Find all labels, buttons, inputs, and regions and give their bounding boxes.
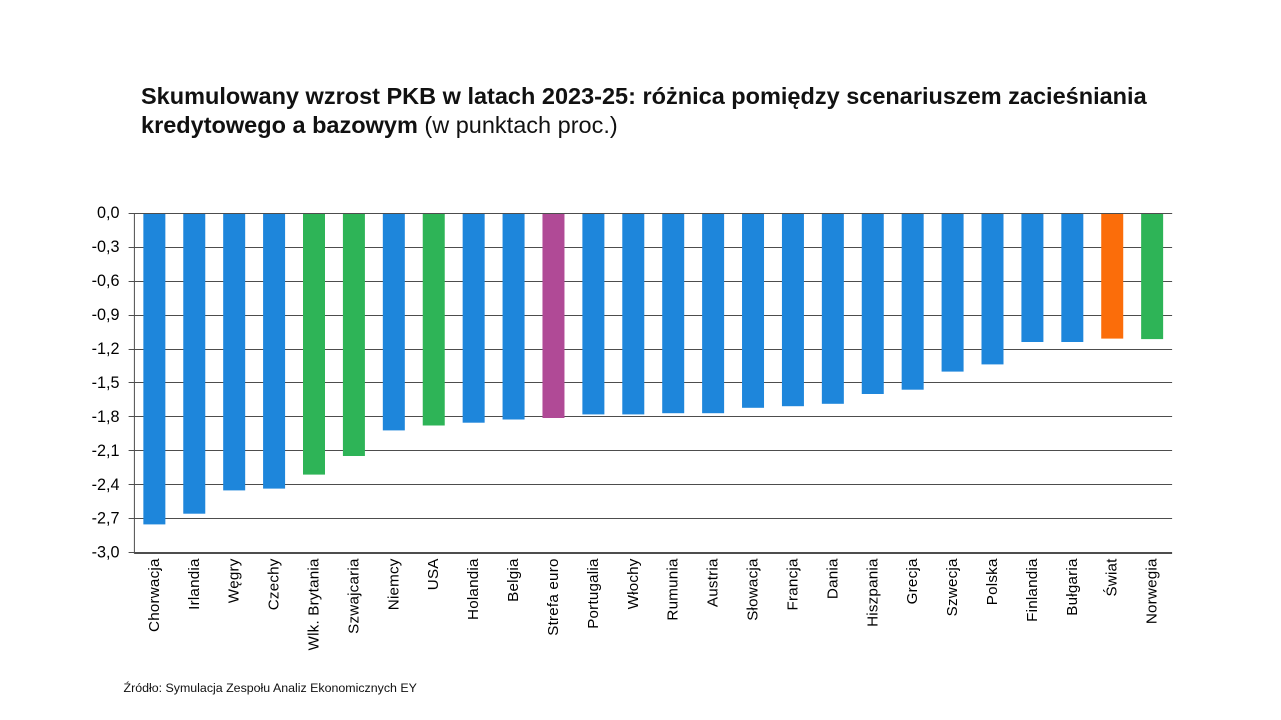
svg-text:-2,4: -2,4 <box>92 476 120 494</box>
svg-text:Portugalia: Portugalia <box>585 558 602 629</box>
svg-text:Dania: Dania <box>824 558 841 599</box>
svg-text:Bułgaria: Bułgaria <box>1064 558 1081 616</box>
svg-text:Włochy: Włochy <box>625 558 642 609</box>
svg-text:-0,6: -0,6 <box>92 272 120 290</box>
svg-text:Szwecja: Szwecja <box>944 558 961 616</box>
svg-text:Hiszpania: Hiszpania <box>864 558 881 627</box>
svg-text:USA: USA <box>425 558 442 590</box>
svg-text:Finlandia: Finlandia <box>1024 558 1041 622</box>
svg-text:Grecja: Grecja <box>904 558 921 604</box>
svg-text:Norwegia: Norwegia <box>1144 558 1161 624</box>
svg-text:-3,0: -3,0 <box>92 544 120 562</box>
svg-text:Czechy: Czechy <box>266 558 283 610</box>
svg-text:Irlandia: Irlandia <box>186 558 203 610</box>
svg-text:Polska: Polska <box>984 558 1001 605</box>
svg-text:Belgia: Belgia <box>505 558 522 602</box>
svg-text:-2,7: -2,7 <box>92 510 120 528</box>
svg-text:Niemcy: Niemcy <box>385 558 402 610</box>
svg-text:Austria: Austria <box>705 558 722 607</box>
svg-text:-0,9: -0,9 <box>92 306 120 324</box>
svg-text:Francja: Francja <box>784 558 801 610</box>
svg-text:Świat: Świat <box>1103 558 1121 597</box>
svg-text:Chorwacja: Chorwacja <box>146 558 163 632</box>
svg-text:Holandia: Holandia <box>465 558 482 620</box>
svg-text:Węgry: Węgry <box>226 558 243 603</box>
svg-text:-1,2: -1,2 <box>92 340 120 358</box>
svg-text:-0,3: -0,3 <box>92 238 120 256</box>
svg-text:-2,1: -2,1 <box>92 442 120 460</box>
svg-text:-1,5: -1,5 <box>92 374 120 392</box>
svg-text:Strefa euro: Strefa euro <box>545 558 562 635</box>
svg-text:Słowacja: Słowacja <box>745 558 762 621</box>
svg-text:Szwajcaria: Szwajcaria <box>345 558 362 634</box>
svg-text:-1,8: -1,8 <box>92 408 120 426</box>
svg-text:Rumunia: Rumunia <box>665 558 682 621</box>
svg-text:0,0: 0,0 <box>97 204 120 222</box>
svg-text:Wlk. Brytania: Wlk. Brytania <box>306 558 323 650</box>
